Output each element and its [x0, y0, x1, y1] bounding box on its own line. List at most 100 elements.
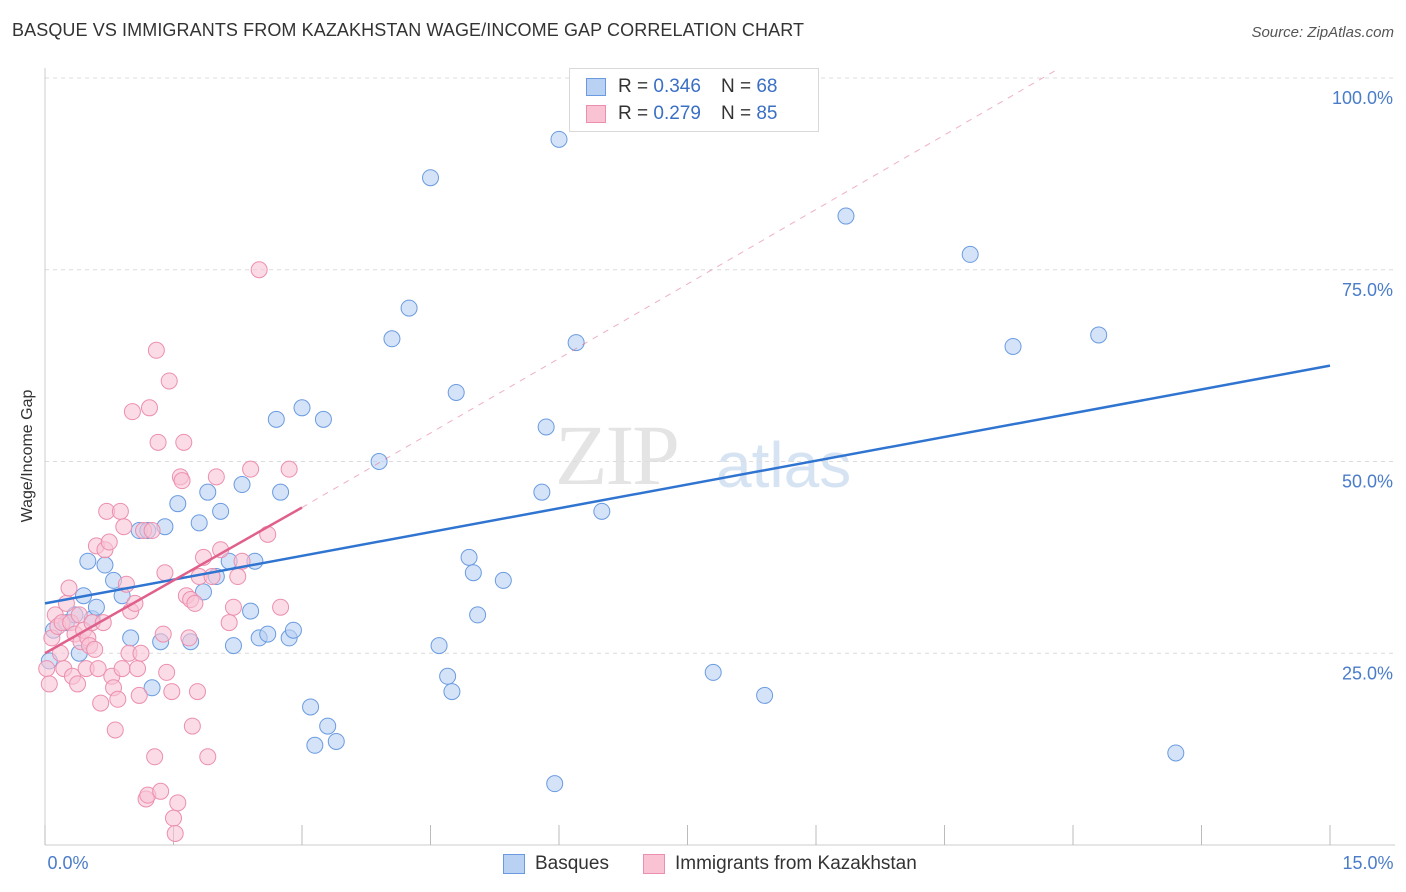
- kazakhstan-point: [123, 403, 141, 421]
- basques-point: [122, 629, 140, 647]
- bottom-legend-basques: Basques: [503, 852, 609, 876]
- watermark-zip: ZIP: [555, 407, 680, 503]
- y-tick-label: 75.0%: [1342, 280, 1393, 300]
- kazakhstan-point: [111, 502, 129, 520]
- kazakhstan-point: [280, 460, 298, 478]
- kazakhstan-point: [175, 433, 193, 451]
- legend-r-label: R =: [618, 103, 649, 124]
- kazakhstan-point: [160, 372, 178, 390]
- kazakhstan-point: [229, 568, 247, 586]
- kazakhstan-point: [109, 690, 127, 708]
- kazakhstan-point: [40, 675, 58, 693]
- basques-point: [233, 476, 251, 494]
- basques-point: [550, 130, 568, 148]
- kazakhstan-point: [207, 468, 225, 486]
- basques-point: [293, 399, 311, 417]
- basques-point: [79, 552, 97, 570]
- basques-point: [87, 598, 105, 616]
- basques-point: [242, 602, 260, 620]
- legend-row-kazakhstan: R = 0.279 N = 85: [586, 102, 777, 126]
- basques-point: [327, 732, 345, 750]
- basques-point: [314, 410, 332, 428]
- kazakhstan-point: [92, 694, 110, 712]
- basques-point: [259, 625, 277, 643]
- bottom-legend-label: Immigrants from Kazakhstan: [675, 853, 917, 874]
- basques-point: [439, 667, 457, 685]
- basques-point: [837, 207, 855, 225]
- bottom-legend-kazakhstan: Immigrants from Kazakhstan: [643, 852, 917, 876]
- kazakhstan-point: [183, 717, 201, 735]
- basques-point: [272, 483, 290, 501]
- legend-n-label: N =: [720, 76, 752, 97]
- basques-point: [284, 621, 302, 639]
- legend-r-value: 0.346: [653, 76, 701, 97]
- bottom-legend-label: Basques: [535, 853, 609, 874]
- basques-point: [212, 502, 230, 520]
- basques-point: [443, 683, 461, 701]
- basques-trend-line: [44, 364, 1331, 605]
- kazakhstan-point: [113, 660, 131, 678]
- kazakhstan-point: [149, 433, 167, 451]
- basques-point: [537, 418, 555, 436]
- x-tick-label-max: 15.0%: [1342, 853, 1393, 873]
- kazakhstan-point: [220, 614, 238, 632]
- legend-n-value: 85: [756, 103, 778, 124]
- kazakhstan-point: [130, 686, 148, 704]
- kazakhstan-point: [106, 721, 124, 739]
- legend-n-label: N =: [720, 103, 752, 124]
- kazakhstan-point: [156, 564, 174, 582]
- basques-point: [447, 383, 465, 401]
- basques-point: [1090, 326, 1108, 344]
- kazakhstan-point: [224, 598, 242, 616]
- basques-point: [143, 679, 161, 697]
- basques-point: [533, 483, 551, 501]
- kazakhstan-point: [180, 629, 198, 647]
- basques-point: [546, 775, 564, 793]
- kazakhstan-point: [89, 660, 107, 678]
- basques-point: [400, 299, 418, 317]
- kazakhstan-point: [272, 598, 290, 616]
- kazakhstan-point: [152, 782, 170, 800]
- basques-point: [593, 502, 611, 520]
- kazakhstan-point: [69, 675, 87, 693]
- chart-title: BASQUE VS IMMIGRANTS FROM KAZAKHSTAN WAG…: [12, 20, 805, 40]
- basques-point: [169, 495, 187, 513]
- basques-point: [224, 637, 242, 655]
- kazakhstan-point: [188, 683, 206, 701]
- legend-row-basques: R = 0.346 N = 68: [586, 75, 777, 99]
- basques-point: [267, 410, 285, 428]
- basques-point: [430, 637, 448, 655]
- kazakhstan-point: [154, 625, 172, 643]
- kazakhstan-point: [186, 594, 204, 612]
- kazakhstan-point: [115, 518, 133, 536]
- kazakhstan-point: [60, 579, 78, 597]
- basques-point: [319, 717, 337, 735]
- kazakhstan-point: [141, 399, 159, 417]
- kazakhstan-point: [173, 472, 191, 490]
- basques-point: [494, 571, 512, 589]
- kazakhstan-point: [158, 663, 176, 681]
- kazakhstan-trend-extension: [301, 69, 1057, 508]
- correlation-legend: R = 0.346 N = 68 R = 0.279 N = 85: [569, 68, 819, 132]
- legend-swatch-blue: [586, 78, 606, 96]
- basques-point: [96, 556, 114, 574]
- basques-point: [756, 686, 774, 704]
- y-tick-label: 25.0%: [1342, 663, 1393, 683]
- kazakhstan-point: [242, 460, 260, 478]
- kazakhstan-point: [250, 261, 268, 279]
- basques-point: [370, 453, 388, 470]
- y-tick-label: 50.0%: [1342, 472, 1393, 492]
- legend-r-label: R =: [618, 76, 649, 97]
- basques-point: [704, 663, 722, 681]
- kazakhstan-point: [132, 644, 150, 662]
- kazakhstan-point: [38, 660, 56, 678]
- kazakhstan-trend-line: [44, 506, 303, 655]
- kazakhstan-point: [163, 683, 181, 701]
- basques-point: [190, 514, 208, 532]
- kazakhstan-point: [147, 341, 165, 359]
- basques-point: [306, 736, 324, 754]
- kazakhstan-point: [165, 809, 182, 827]
- kazakhstan-point: [129, 660, 147, 678]
- basques-point: [422, 169, 439, 187]
